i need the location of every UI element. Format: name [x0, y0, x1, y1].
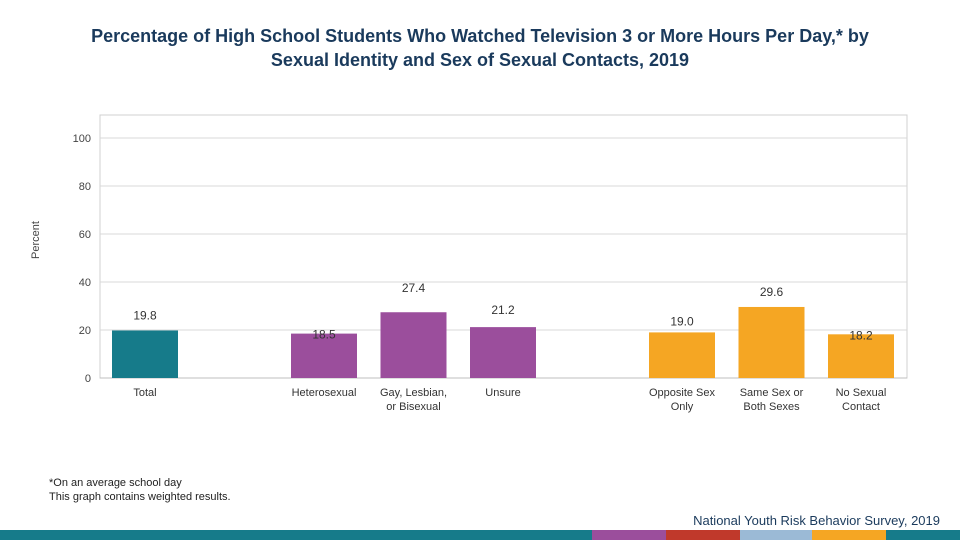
y-tick-label-80: 80	[79, 181, 91, 193]
band-segment-3	[740, 530, 812, 540]
value-label-0: 19.8	[133, 308, 157, 322]
decorative-color-band	[0, 530, 960, 540]
bar-3	[470, 327, 536, 378]
band-segment-5	[886, 530, 960, 540]
bar-2	[380, 312, 447, 378]
y-tick-label-60: 60	[79, 229, 91, 241]
y-tick-label-0: 0	[85, 373, 91, 385]
value-label-3: 21.2	[491, 303, 515, 317]
category-label-4: Opposite Sex Only	[649, 387, 716, 413]
category-label-0: Total	[133, 387, 156, 399]
chart-title: Percentage of High School Students Who W…	[30, 24, 930, 72]
y-tick-label-40: 40	[79, 277, 91, 289]
category-label-3: Unsure	[485, 387, 520, 399]
chart-title-line-2: Sexual Identity and Sex of Sexual Contac…	[270, 50, 690, 70]
bar-0	[112, 330, 178, 378]
y-axis-label: Percent	[30, 221, 42, 259]
value-label-6: 18.2	[849, 328, 873, 342]
value-label-4: 19.0	[670, 314, 694, 328]
y-tick-label-20: 20	[79, 325, 91, 337]
band-segment-1	[592, 530, 666, 540]
category-label-6: No Sexual Contact	[836, 387, 887, 413]
footnotes: *On an average school day This graph con…	[49, 476, 231, 504]
footnote-school-day: *On an average school day	[49, 477, 182, 489]
bar-4	[649, 332, 715, 378]
category-label-5: Same Sex or Both Sexes	[740, 387, 804, 413]
value-label-2: 27.4	[402, 281, 426, 295]
chart-title-line-1: Percentage of High School Students Who W…	[91, 26, 869, 46]
category-label-2: Gay, Lesbian, or Bisexual	[380, 387, 447, 413]
bar-5	[738, 306, 805, 378]
band-segment-4	[812, 530, 886, 540]
value-label-5: 29.6	[760, 285, 784, 299]
bar-6	[828, 334, 894, 378]
value-label-1: 18.5	[312, 328, 336, 342]
band-segment-0	[0, 530, 592, 540]
category-label-1: Heterosexual	[292, 387, 357, 399]
footnote-weighted: This graph contains weighted results.	[49, 491, 231, 503]
bar-1	[291, 333, 357, 378]
y-tick-label-100: 100	[73, 133, 91, 145]
band-segment-2	[666, 530, 740, 540]
source-label: National Youth Risk Behavior Survey, 201…	[693, 513, 940, 528]
